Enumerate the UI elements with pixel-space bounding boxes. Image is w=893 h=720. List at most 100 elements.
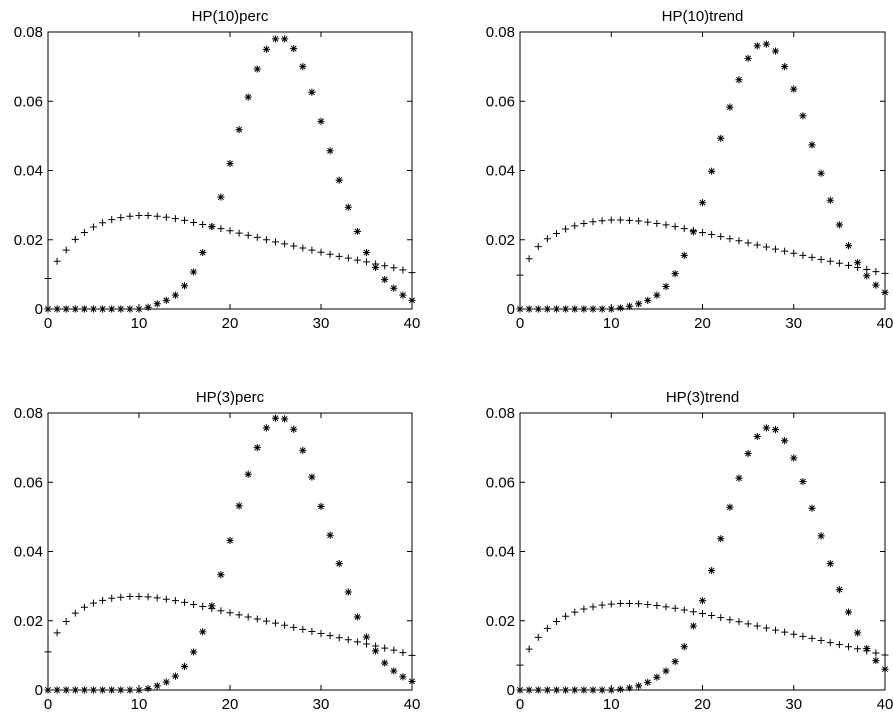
star-point — [408, 296, 416, 304]
x-tick-label: 40 — [404, 315, 421, 332]
plus-point — [80, 603, 88, 611]
plus-point — [781, 628, 789, 636]
plus-point — [607, 216, 615, 224]
x-tick-label: 40 — [404, 696, 421, 713]
plus-point — [708, 231, 716, 239]
plus-point — [71, 235, 79, 243]
plus-point — [244, 613, 252, 621]
plus-point — [653, 602, 661, 610]
x-tick-label: 20 — [694, 696, 711, 713]
star-point — [80, 305, 88, 313]
plus-point — [671, 223, 679, 231]
star-point — [689, 622, 697, 630]
plus-point — [762, 243, 770, 251]
plus-point — [353, 638, 361, 646]
x-tick-label: 30 — [785, 696, 802, 713]
plus-point — [399, 649, 407, 657]
star-point — [717, 134, 725, 142]
x-tick-label: 10 — [131, 696, 148, 713]
plus-point — [262, 617, 270, 625]
star-point — [589, 305, 597, 313]
y-tick-label: 0.08 — [486, 24, 515, 41]
star-point — [399, 673, 407, 681]
plus-point — [144, 212, 152, 220]
star-point — [635, 300, 643, 308]
plus-point — [753, 622, 761, 630]
star-point — [317, 117, 325, 125]
star-point — [190, 648, 198, 656]
plus-point — [272, 238, 279, 246]
plus-point — [71, 609, 79, 617]
star-point — [89, 305, 98, 313]
star-point — [726, 103, 734, 111]
subplot-1: HP(10)perc 0 10 20 30 40 0 0.02 0.04 0.06 0.08 — [14, 8, 421, 332]
y-tick-label: 0 — [35, 301, 43, 318]
plus-point — [181, 598, 188, 606]
star-point — [99, 686, 107, 694]
star-point — [190, 268, 198, 276]
star-point — [735, 76, 743, 84]
star-point — [817, 169, 825, 177]
star-point — [62, 686, 70, 694]
star-point — [625, 302, 634, 310]
star-point — [571, 686, 579, 694]
plus-point — [635, 600, 643, 608]
star-point — [290, 45, 298, 53]
star-point — [135, 305, 143, 313]
plus-point — [872, 649, 880, 657]
x-tick-label: 0 — [516, 696, 524, 713]
star-point — [525, 305, 533, 313]
star-point — [71, 305, 79, 313]
star-point — [253, 65, 261, 73]
star-point — [308, 88, 316, 96]
y-tick-label: 0 — [507, 682, 515, 699]
plus-point — [390, 646, 398, 654]
star-point — [199, 628, 207, 636]
star-point — [244, 93, 252, 101]
plus-point — [190, 600, 198, 608]
plus-point — [589, 218, 597, 226]
star-point — [580, 305, 588, 313]
star-point — [863, 272, 871, 280]
star-point — [753, 42, 761, 50]
star-point — [62, 305, 70, 313]
x-tick-label: 0 — [44, 696, 52, 713]
plus-point — [62, 617, 70, 625]
plus-point — [363, 640, 370, 648]
star-point — [308, 473, 316, 481]
plus-point — [516, 271, 524, 279]
star-point — [534, 305, 542, 313]
plus-point — [171, 597, 179, 605]
plus-point — [235, 611, 243, 619]
plus-point — [689, 608, 697, 616]
star-point — [799, 112, 807, 120]
star-point — [562, 305, 570, 313]
star-point — [335, 176, 343, 184]
x-tick-label: 30 — [313, 696, 330, 713]
star-point — [781, 437, 789, 445]
plus-point — [299, 244, 307, 252]
series-plus — [44, 212, 416, 283]
plus-point — [317, 248, 325, 256]
plus-point — [53, 629, 61, 637]
star-point — [281, 35, 289, 43]
plus-point — [381, 262, 389, 270]
star-point — [625, 684, 634, 692]
y-tick-label: 0.02 — [486, 613, 515, 630]
star-point — [616, 304, 624, 312]
star-point — [854, 629, 862, 637]
plus-point — [353, 256, 361, 264]
star-point — [680, 251, 688, 259]
series-star — [44, 414, 416, 694]
chart-title: HP(3)trend — [666, 389, 739, 406]
plus-point — [326, 632, 334, 640]
plus-point — [281, 240, 289, 248]
plot-area — [47, 31, 413, 310]
star-point — [299, 63, 307, 71]
star-point — [781, 63, 789, 71]
star-point — [335, 560, 343, 568]
star-point — [326, 531, 334, 539]
star-point — [199, 248, 207, 257]
plus-point — [744, 620, 752, 628]
